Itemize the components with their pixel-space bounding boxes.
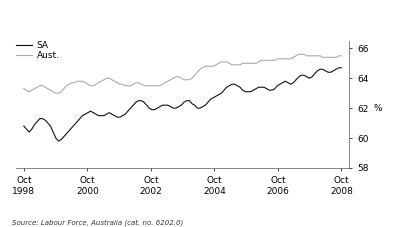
Aust. (21, 87, 26, 90)
Aust. (339, 54, 344, 57)
Line: SA: SA (24, 68, 341, 141)
SA (275, 84, 280, 87)
SA (331, 69, 336, 72)
SA (200, 105, 205, 108)
SA (21, 125, 26, 128)
Aust. (334, 56, 339, 59)
Aust. (275, 57, 280, 60)
Aust. (296, 53, 301, 56)
SA (336, 67, 341, 69)
Aust. (91, 84, 96, 87)
SA (339, 67, 344, 69)
SA (243, 90, 248, 93)
Aust. (110, 78, 114, 81)
Aust. (54, 92, 58, 95)
SA (56, 140, 61, 142)
SA (110, 113, 114, 116)
Legend: SA, Aust.: SA, Aust. (16, 41, 60, 60)
Line: Aust.: Aust. (24, 54, 341, 93)
Aust. (200, 67, 205, 69)
Aust. (243, 62, 248, 65)
SA (91, 111, 96, 114)
Y-axis label: %: % (373, 104, 382, 114)
Text: Source: Labour Force, Australia (cat. no. 6202.0): Source: Labour Force, Australia (cat. no… (12, 219, 183, 226)
